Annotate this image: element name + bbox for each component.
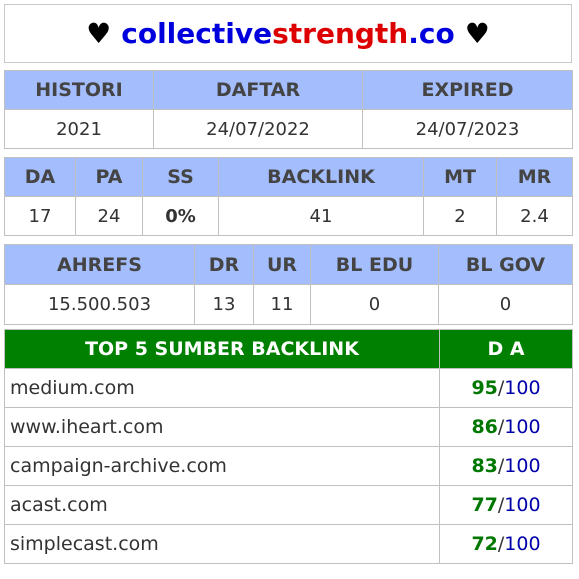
header-backlink: BACKLINK [218,157,424,197]
domain-part-1: collective [121,17,273,50]
domain-banner: ♥ collectivestrength.co ♥ [4,4,572,63]
metrics-header-row: DA PA SS BACKLINK MT MR [4,157,573,197]
value-pa: 24 [75,196,143,236]
domain-part-3: .co [408,17,455,50]
da-separator: / [497,533,505,555]
backlink-da: 83/100 [439,446,573,486]
header-histori: HISTORI [4,70,154,110]
heart-icon-left: ♥ [86,17,112,50]
backlink-domain: campaign-archive.com [4,446,440,486]
ahrefs-value-row: 15.500.503 13 11 0 0 [4,284,573,325]
da-separator: / [497,494,505,516]
header-dr: DR [194,244,254,285]
da-max: 100 [504,494,541,516]
value-bl-gov: 0 [438,284,573,325]
da-separator: / [497,377,505,399]
da-max: 100 [504,455,541,477]
metrics-table: DA PA SS BACKLINK MT MR 17 24 0% 41 2 2.… [4,157,573,236]
da-score: 83 [471,455,498,477]
value-bl-edu: 0 [310,284,439,325]
top-backlinks-title: TOP 5 SUMBER BACKLINK [4,329,440,369]
top-backlinks-header-row: TOP 5 SUMBER BACKLINK D A [4,329,573,369]
backlink-row: simplecast.com 72/100 [4,524,573,564]
value-da: 17 [4,196,76,236]
header-expired: EXPIRED [362,70,573,110]
history-value-row: 2021 24/07/2022 24/07/2023 [4,109,573,149]
backlink-da: 95/100 [439,368,573,408]
backlink-domain: simplecast.com [4,524,440,564]
value-expired: 24/07/2023 [362,109,573,149]
da-score: 86 [471,416,498,438]
backlink-row: medium.com 95/100 [4,368,573,408]
metrics-value-row: 17 24 0% 41 2 2.4 [4,196,573,236]
backlink-domain: www.iheart.com [4,407,440,447]
value-mt: 2 [423,196,497,236]
header-bl-edu: BL EDU [310,244,439,285]
backlink-row: campaign-archive.com 83/100 [4,446,573,486]
backlink-da: 77/100 [439,485,573,525]
heart-icon-right: ♥ [464,17,490,50]
backlink-domain: medium.com [4,368,440,408]
header-bl-gov: BL GOV [438,244,573,285]
da-score: 72 [471,533,498,555]
backlink-domain: acast.com [4,485,440,525]
backlink-row: www.iheart.com 86/100 [4,407,573,447]
header-daftar: DAFTAR [153,70,363,110]
da-max: 100 [504,533,541,555]
value-daftar: 24/07/2022 [153,109,363,149]
da-header: D A [439,329,573,369]
domain-part-2: strength [272,17,409,50]
da-max: 100 [504,416,541,438]
header-ur: UR [253,244,311,285]
header-ahrefs: AHREFS [4,244,195,285]
ahrefs-table: AHREFS DR UR BL EDU BL GOV 15.500.503 13… [4,244,573,325]
backlink-row: acast.com 77/100 [4,485,573,525]
ahrefs-header-row: AHREFS DR UR BL EDU BL GOV [4,244,573,285]
header-mt: MT [423,157,497,197]
value-mr: 2.4 [496,196,573,236]
header-mr: MR [496,157,573,197]
da-score: 95 [471,377,498,399]
value-backlink: 41 [218,196,424,236]
top-backlinks-table: TOP 5 SUMBER BACKLINK D A medium.com 95/… [4,329,573,564]
header-pa: PA [75,157,143,197]
value-ss: 0% [142,196,219,236]
backlink-da: 86/100 [439,407,573,447]
value-ahrefs: 15.500.503 [4,284,195,325]
history-header-row: HISTORI DAFTAR EXPIRED [4,70,573,110]
header-da: DA [4,157,76,197]
backlink-da: 72/100 [439,524,573,564]
header-ss: SS [142,157,219,197]
domain-name: collectivestrength.co [121,17,454,50]
da-score: 77 [471,494,498,516]
value-dr: 13 [194,284,254,325]
history-table: HISTORI DAFTAR EXPIRED 2021 24/07/2022 2… [4,70,573,149]
value-histori: 2021 [4,109,154,149]
da-max: 100 [504,377,541,399]
value-ur: 11 [253,284,311,325]
da-separator: / [497,416,505,438]
da-separator: / [497,455,505,477]
